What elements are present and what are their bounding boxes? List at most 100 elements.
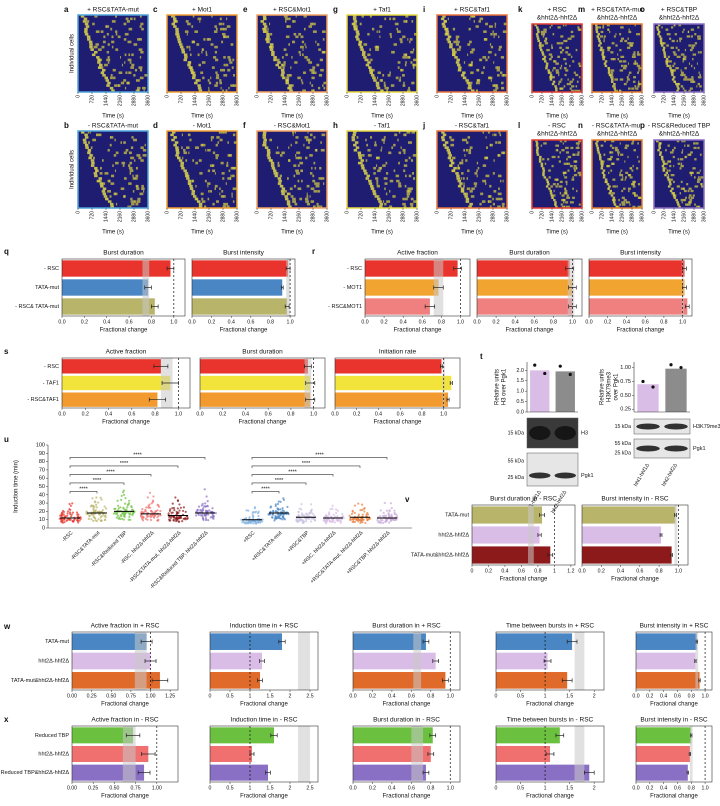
heatmap-burst xyxy=(409,157,411,160)
heatmap-burst xyxy=(552,69,553,71)
blot-band xyxy=(555,473,576,479)
category-label: +RSC xyxy=(242,530,256,544)
x-tick-label: 0.8 xyxy=(438,319,445,325)
y-tick-label: 0.0 xyxy=(516,409,524,415)
heatmap-burst xyxy=(458,167,460,170)
point-cloud xyxy=(243,521,245,523)
heatmap-onset xyxy=(596,145,599,147)
heatmap-onset xyxy=(353,144,357,147)
heatmap-burst xyxy=(570,147,573,149)
point-cloud xyxy=(97,501,99,503)
heatmap-burst xyxy=(384,87,387,90)
heatmap-onset xyxy=(193,195,197,198)
heatmap-burst xyxy=(568,38,572,40)
heatmap-burst xyxy=(386,162,388,165)
x-tick-label: 1440 xyxy=(372,95,378,106)
heatmap-burst xyxy=(313,136,315,139)
heatmap-onset xyxy=(90,48,94,51)
heatmap-burst xyxy=(674,53,677,55)
heatmap-burst xyxy=(471,187,475,190)
heatmap-burst xyxy=(476,82,480,85)
heatmap-burst xyxy=(553,194,556,196)
point-cloud xyxy=(156,520,158,522)
point-cloud xyxy=(212,518,214,520)
point-cloud xyxy=(152,495,154,497)
heatmap-onset xyxy=(89,41,93,44)
heatmap-burst xyxy=(611,192,615,194)
heatmap-burst xyxy=(269,139,272,142)
heatmap-burst xyxy=(310,195,311,198)
x-axis-label: Time (s) xyxy=(461,230,483,236)
heatmap-burst xyxy=(694,185,698,187)
heatmap-onset xyxy=(282,187,286,190)
panel-letter: m xyxy=(578,5,585,14)
heatmap-burst xyxy=(604,38,605,40)
bar xyxy=(62,393,157,407)
y-tick-label: 40 xyxy=(39,492,45,498)
heatmap-burst xyxy=(316,185,320,188)
heatmap-burst xyxy=(691,65,692,67)
x-tick-label: 0.2 xyxy=(353,411,360,417)
point-cloud xyxy=(67,512,69,514)
heatmap-onset xyxy=(351,136,355,139)
heatmap-burst xyxy=(401,146,402,149)
heatmap-burst xyxy=(492,198,494,201)
heatmap-burst xyxy=(140,23,143,26)
heatmap-burst xyxy=(608,47,611,49)
heatmap-burst xyxy=(684,190,687,192)
heatmap-burst xyxy=(488,56,490,59)
heatmap-burst xyxy=(541,31,544,33)
point-cloud xyxy=(334,521,336,523)
heatmap-burst xyxy=(287,74,291,77)
heatmap-burst xyxy=(613,199,616,201)
heatmap-burst xyxy=(406,20,408,23)
heatmap-onset xyxy=(545,67,548,69)
heatmap-burst xyxy=(189,61,190,64)
heatmap-burst xyxy=(359,41,361,44)
heatmap-burst xyxy=(501,152,504,155)
heatmap-burst xyxy=(700,154,702,156)
heatmap-burst xyxy=(280,154,283,157)
heatmap-onset xyxy=(541,165,544,167)
heatmap-burst xyxy=(555,63,559,65)
heatmap-burst xyxy=(264,18,267,21)
point-cloud xyxy=(207,505,209,507)
heatmap-onset xyxy=(464,195,468,198)
heatmap-burst xyxy=(680,165,683,167)
heatmap-burst xyxy=(456,43,459,46)
heatmap-burst xyxy=(674,63,676,65)
heatmap-onset xyxy=(104,195,108,198)
heatmap-burst xyxy=(405,159,408,162)
point-cloud xyxy=(121,495,123,497)
heatmap-burst xyxy=(196,198,197,201)
heatmap-burst xyxy=(128,59,132,62)
heatmap-burst xyxy=(377,30,378,33)
heatmap-onset xyxy=(266,36,270,39)
x-tick-label: 0.0 xyxy=(361,319,368,325)
heatmap-burst xyxy=(570,201,574,203)
point-cloud xyxy=(200,514,202,516)
heatmap-burst xyxy=(690,87,691,89)
x-tick-label: 0.75 xyxy=(131,785,141,791)
heatmap-onset xyxy=(99,64,103,67)
heatmap-burst xyxy=(192,71,196,74)
heatmap-burst xyxy=(128,164,130,167)
heatmap-onset xyxy=(273,59,277,62)
x-tick-label: 0.6 xyxy=(531,319,538,325)
point-cloud xyxy=(126,506,128,508)
heatmap-burst xyxy=(375,48,379,51)
point-cloud xyxy=(253,521,255,523)
heatmap-burst xyxy=(637,51,639,53)
heatmap-burst xyxy=(377,185,380,188)
heatmap-burst xyxy=(286,77,289,80)
bar xyxy=(496,633,572,650)
x-axis-label: Fractional change xyxy=(526,702,574,708)
heatmap-burst xyxy=(232,175,235,178)
heatmap-onset xyxy=(599,42,602,44)
heatmap-burst xyxy=(629,44,632,46)
point-cloud xyxy=(91,497,93,499)
heatmap-burst xyxy=(278,162,280,165)
point-cloud xyxy=(153,517,155,519)
heatmap-burst xyxy=(564,67,567,69)
heatmap-burst xyxy=(670,160,671,162)
